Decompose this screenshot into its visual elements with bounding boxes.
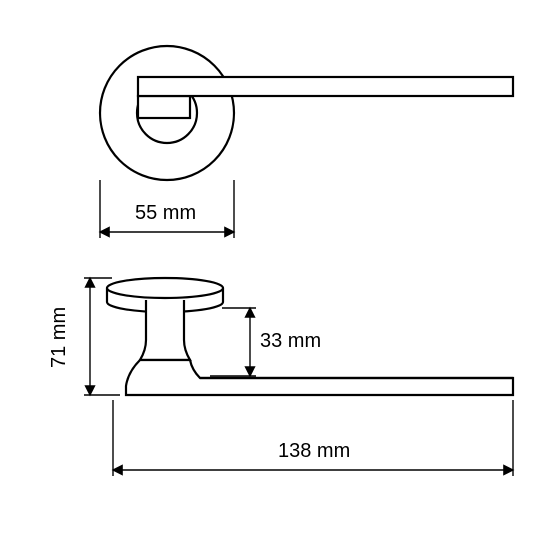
dim-lever-drop xyxy=(210,308,256,376)
label-length: 138 mm xyxy=(278,440,350,463)
dim-length xyxy=(113,400,513,476)
rose-side-top xyxy=(107,278,223,298)
spindle xyxy=(140,300,190,360)
label-lever-drop: 33 mm xyxy=(260,330,321,353)
label-depth: 71 mm xyxy=(48,307,71,368)
top-view xyxy=(100,46,513,180)
label-rose-diameter: 55 mm xyxy=(135,202,196,225)
lever-bar xyxy=(138,77,513,96)
technical-drawing xyxy=(0,0,551,551)
lever-neck xyxy=(138,96,190,118)
